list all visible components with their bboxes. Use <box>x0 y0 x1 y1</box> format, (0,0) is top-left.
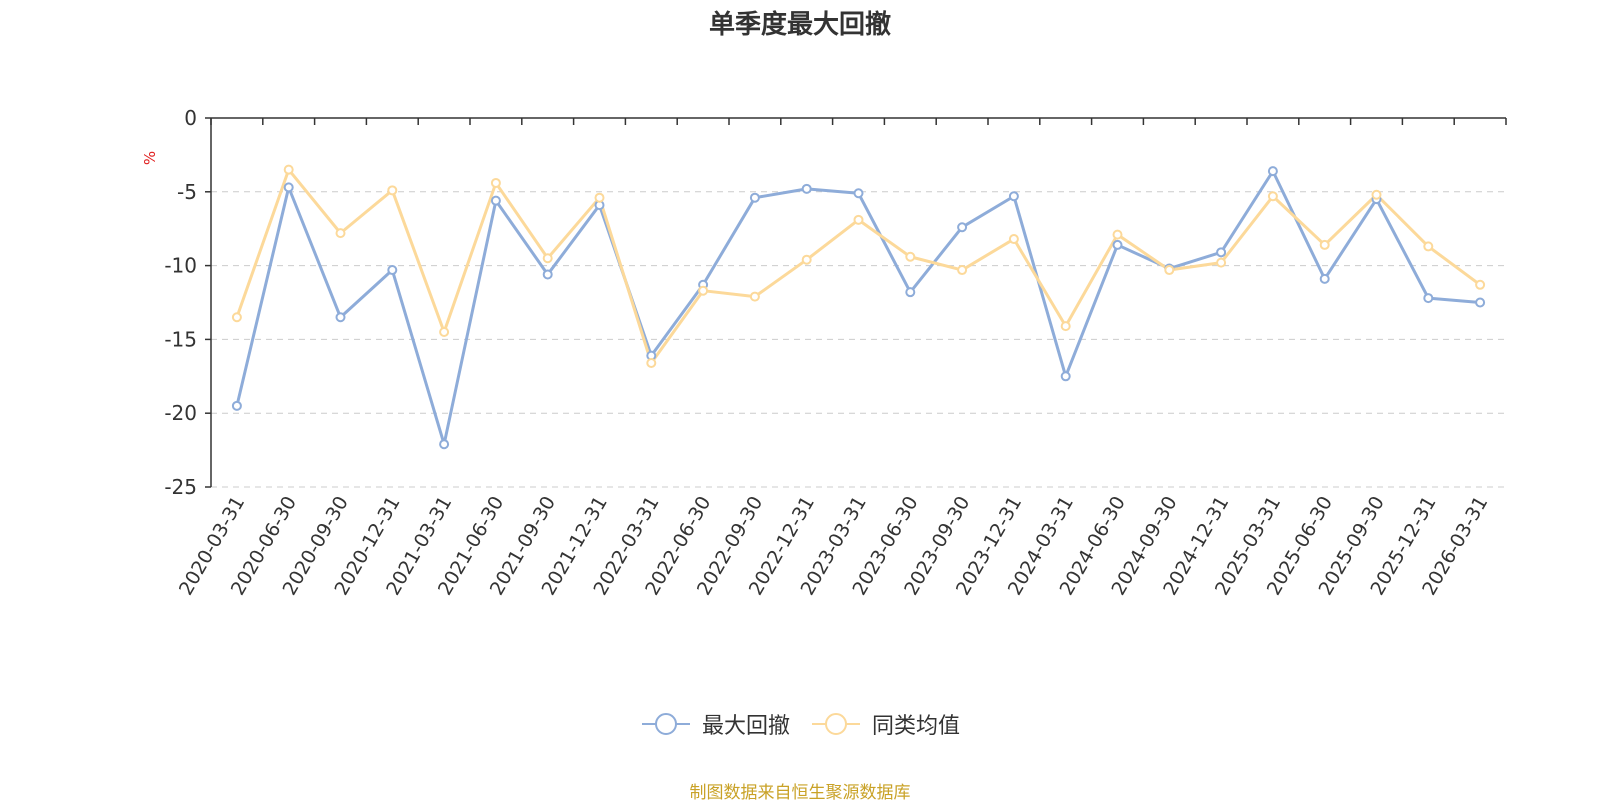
data-point-series-1 <box>905 251 916 262</box>
data-point-series-0 <box>1060 371 1071 382</box>
data-point-series-1 <box>594 192 605 203</box>
chart-title: 单季度最大回撤 <box>708 10 891 40</box>
data-point-series-0 <box>1267 166 1278 177</box>
data-point-series-0 <box>749 192 760 203</box>
data-point-series-0 <box>905 287 916 298</box>
data-point-series-0 <box>1112 239 1123 250</box>
data-point-series-1 <box>853 214 864 225</box>
data-point-series-0 <box>542 269 553 280</box>
data-point-series-1 <box>387 185 398 196</box>
data-point-series-1 <box>1060 321 1071 332</box>
series-line-0 <box>235 169 1481 446</box>
data-point-series-1 <box>542 253 553 264</box>
data-point-series-1 <box>698 285 709 296</box>
data-point-series-1 <box>1423 241 1434 252</box>
legend-swatch-peer-average <box>812 713 860 735</box>
legend-label-max-drawdown: 最大回撤 <box>701 714 790 739</box>
data-point-series-1 <box>490 177 501 188</box>
legend-swatch-max-drawdown <box>641 713 690 735</box>
y-axis-label: % <box>141 151 159 165</box>
data-point-series-0 <box>439 439 450 450</box>
data-point-series-0 <box>231 400 242 411</box>
y-tick-label: 0 <box>184 106 197 130</box>
data-point-series-0 <box>801 183 812 194</box>
data-point-series-1 <box>1267 191 1278 202</box>
data-point-series-0 <box>1319 273 1330 284</box>
data-point-series-1 <box>749 291 760 302</box>
legend: 最大回撤 同类均值 <box>0 708 1600 740</box>
data-source-note: 制图数据来自恒生聚源数据库 <box>689 783 911 803</box>
legend-label-peer-average: 同类均值 <box>872 714 961 739</box>
data-point-series-0 <box>490 195 501 206</box>
data-point-series-1 <box>439 327 450 338</box>
y-tick-label: -25 <box>164 475 197 499</box>
data-point-series-1 <box>1216 257 1227 268</box>
data-point-series-0 <box>1423 293 1434 304</box>
data-point-series-1 <box>1112 229 1123 240</box>
y-tick-label: -5 <box>177 180 197 204</box>
data-point-series-0 <box>335 312 346 323</box>
data-point-series-1 <box>1319 239 1330 250</box>
data-point-series-1 <box>283 164 294 175</box>
data-point-series-1 <box>231 312 242 323</box>
data-point-series-1 <box>1475 279 1486 290</box>
series-line-1 <box>235 168 1481 365</box>
data-point-series-1 <box>1008 234 1019 245</box>
data-point-series-1 <box>801 254 812 265</box>
data-point-series-1 <box>646 358 657 369</box>
data-point-series-0 <box>853 188 864 199</box>
data-point-series-1 <box>1371 189 1382 200</box>
data-point-series-0 <box>1008 191 1019 202</box>
data-point-series-1 <box>957 265 968 276</box>
y-tick-label: -20 <box>164 401 197 425</box>
y-tick-label: -10 <box>164 254 197 278</box>
legend-item-peer-average[interactable]: 同类均值 <box>810 708 960 740</box>
data-point-series-0 <box>387 265 398 276</box>
data-point-series-0 <box>1216 247 1227 258</box>
data-point-series-0 <box>1475 297 1486 308</box>
data-point-series-1 <box>1164 265 1175 276</box>
y-tick-label: -15 <box>164 327 197 351</box>
data-point-series-0 <box>283 182 294 193</box>
legend-item-max-drawdown[interactable]: 最大回撤 <box>640 708 790 740</box>
data-point-series-0 <box>957 222 968 233</box>
data-point-series-1 <box>335 228 346 239</box>
